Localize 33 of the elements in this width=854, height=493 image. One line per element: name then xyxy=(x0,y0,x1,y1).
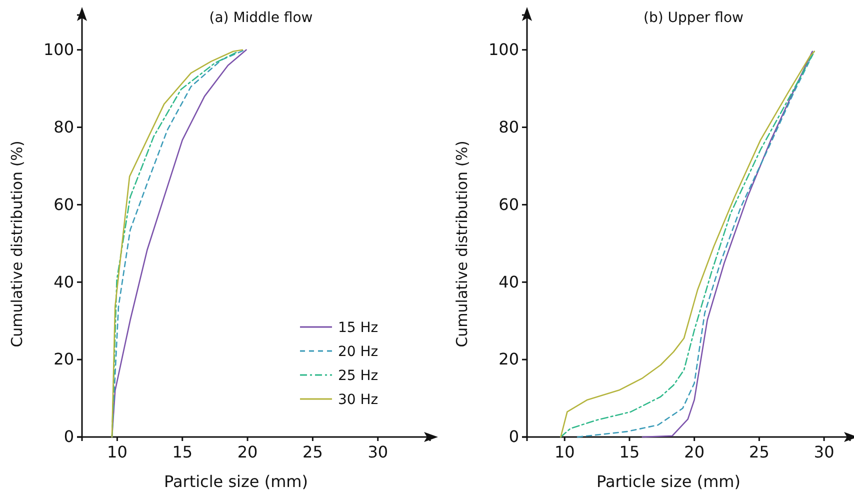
y-tick-label: 100 xyxy=(43,40,74,59)
chart-title: (a) Middle flow xyxy=(209,10,313,26)
y-axis-title: Cumulative distribution (%) xyxy=(453,140,471,348)
legend-label: 25 Hz xyxy=(338,368,378,384)
legend-label: 15 Hz xyxy=(338,320,378,336)
x-tick-label: 25 xyxy=(302,442,323,462)
y-tick-label: 0 xyxy=(508,427,519,446)
x-tick-label: 25 xyxy=(749,442,770,462)
y-tick-label: 20 xyxy=(498,350,519,369)
x-tick-label: 15 xyxy=(172,442,193,462)
y-tick-label: 60 xyxy=(498,194,519,214)
x-tick-label: 10 xyxy=(107,442,128,462)
x-axis-title: Particle size (mm) xyxy=(596,472,740,491)
legend-label: 20 Hz xyxy=(338,344,378,360)
chart-title: (b) Upper flow xyxy=(644,10,744,26)
line-series xyxy=(642,50,814,438)
legend-label: 30 Hz xyxy=(338,392,378,408)
x-tick-label: 30 xyxy=(814,442,834,462)
y-tick-label: 100 xyxy=(488,40,519,59)
x-tick-label: 20 xyxy=(684,442,705,462)
x-tick-label: 20 xyxy=(237,442,258,462)
y-tick-label: 80 xyxy=(54,117,74,136)
x-tick-label: 30 xyxy=(368,442,388,462)
y-tick-label: 0 xyxy=(64,427,74,446)
y-axis-title: Cumulative distribution (%) xyxy=(8,140,26,348)
y-tick-label: 20 xyxy=(54,350,74,369)
y-tick-label: 40 xyxy=(54,272,74,292)
x-axis-title: Particle size (mm) xyxy=(164,472,308,491)
x-tick-label: 10 xyxy=(554,442,575,462)
y-tick-label: 80 xyxy=(498,117,519,136)
y-tick-label: 40 xyxy=(498,272,519,292)
y-tick-label: 60 xyxy=(54,194,74,214)
x-tick-label: 15 xyxy=(619,442,640,462)
